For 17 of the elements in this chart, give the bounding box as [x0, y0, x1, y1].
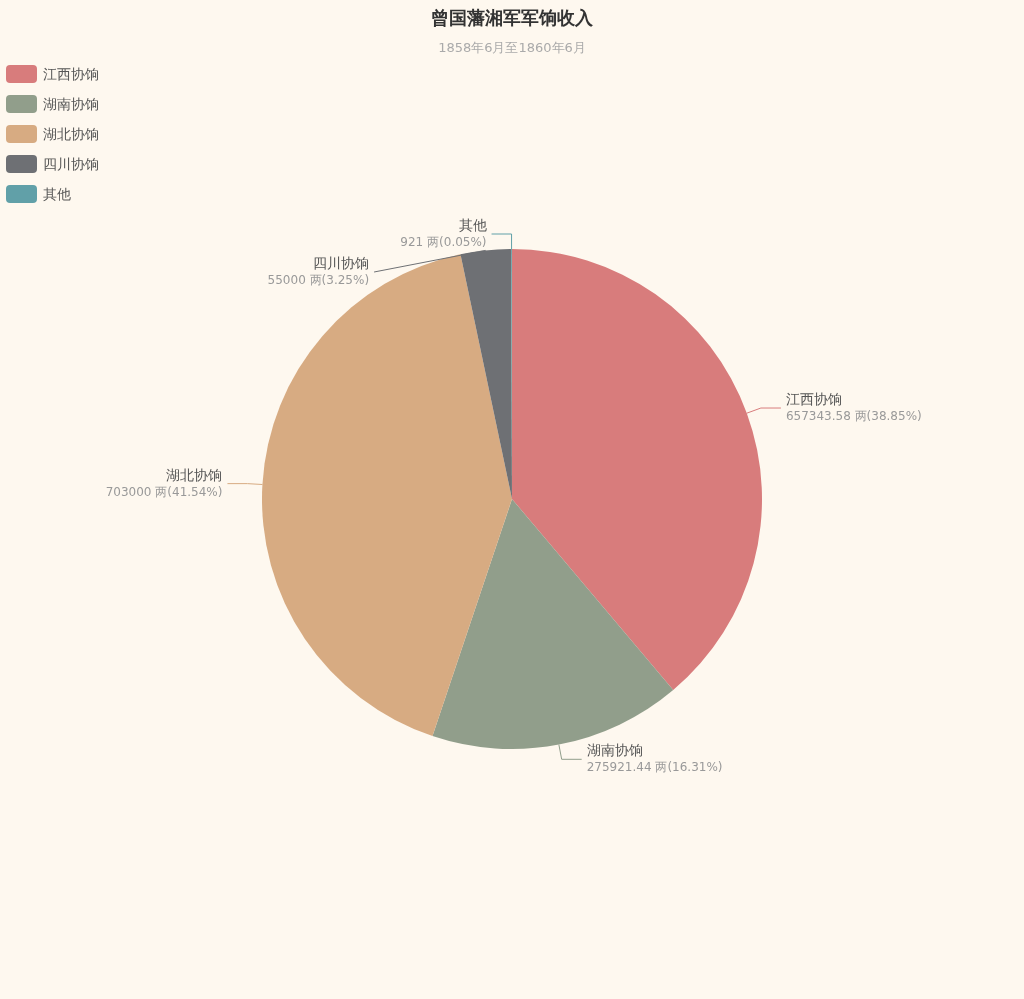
legend-label: 湖南协饷	[43, 96, 99, 112]
slice-label: 湖南协饷	[586, 742, 643, 759]
data-label: 657343.58 两(38.85%)	[785, 409, 922, 424]
legend-label: 湖北协饷	[43, 126, 99, 142]
legend-label: 江西协饷	[43, 66, 99, 82]
legend-label: 四川协饷	[43, 156, 99, 172]
chart-title: 曾国藩湘军军饷收入	[431, 7, 594, 28]
slice-label: 四川协饷	[313, 255, 370, 271]
legend-label: 其他	[43, 186, 71, 202]
chart-subtitle: 1858年6月至1860年6月	[438, 40, 586, 55]
slice-label: 湖北协饷	[166, 466, 223, 483]
data-label: 55000 两(3.25%)	[267, 273, 370, 287]
data-label: 921 两(0.05%)	[400, 235, 487, 249]
slice-label: 其他	[458, 217, 487, 233]
slice-label: 江西协饷	[785, 391, 842, 408]
data-label: 703000 两(41.54%)	[105, 484, 223, 499]
data-label: 275921.44 两(16.31%)	[586, 760, 723, 775]
